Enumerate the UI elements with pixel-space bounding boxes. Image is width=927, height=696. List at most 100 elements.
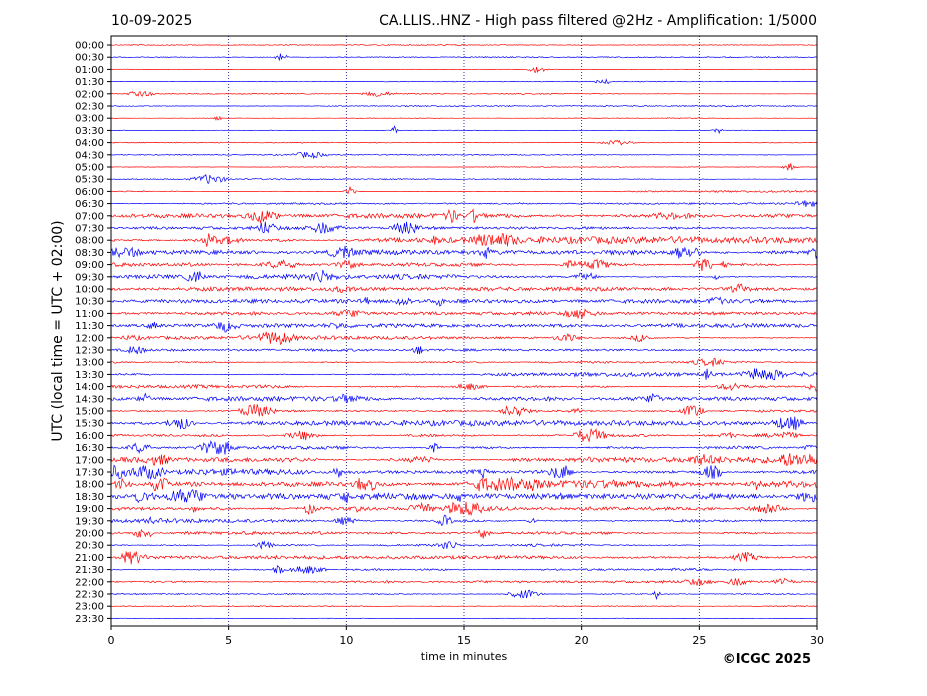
y-tick-label: 22:30 [75, 590, 104, 601]
y-tick-label: 05:30 [75, 175, 104, 186]
trace-0130 [110, 78, 818, 85]
trace-1100 [110, 308, 817, 319]
y-tick-label: 00:30 [75, 53, 104, 64]
trace-0900 [110, 258, 818, 272]
trace-0930 [110, 269, 818, 283]
trace-0000 [110, 43, 818, 46]
y-tick-label: 23:00 [75, 602, 104, 613]
y-tick-label: 10:00 [75, 285, 104, 296]
y-tick-label: 22:00 [75, 577, 104, 588]
y-tick-label: 14:00 [75, 382, 104, 393]
trace-2230 [110, 589, 818, 601]
y-tick-label: 07:00 [75, 211, 104, 222]
trace-1330 [110, 368, 818, 381]
y-tick-label: 19:00 [75, 504, 104, 515]
trace-0100 [111, 66, 818, 74]
trace-0700 [110, 208, 818, 224]
trace-0500 [110, 163, 818, 171]
x-axis: 0 5 10 15 20 25 30 [108, 626, 824, 647]
trace-0200 [110, 91, 818, 97]
trace-0400 [111, 139, 818, 146]
trace-1130 [110, 321, 818, 333]
trace-0330 [110, 125, 818, 135]
y-tick-label: 08:30 [75, 248, 104, 259]
trace-1730 [110, 464, 818, 480]
y-tick-label: 08:00 [75, 236, 104, 247]
y-axis-label: UTC (local time = UTC + 02:00) [50, 220, 66, 441]
y-tick-label: 20:00 [75, 529, 104, 540]
trace-0430 [110, 151, 818, 160]
trace-1600 [110, 427, 818, 443]
y-tick-label: 06:00 [75, 187, 104, 198]
y-tick-label: 11:00 [75, 309, 104, 320]
copyright-label: ©ICGC 2025 [723, 652, 811, 667]
trace-2200 [110, 577, 818, 586]
y-tick-label: 19:30 [75, 516, 104, 527]
y-tick-label: 21:30 [75, 565, 104, 576]
x-tick-label: 15 [457, 634, 471, 647]
y-tick-label: 17:00 [75, 455, 104, 466]
x-tick-label: 10 [339, 634, 353, 647]
date-label: 10-09-2025 [111, 13, 192, 29]
x-tick-label: 25 [692, 634, 706, 647]
x-axis-label: time in minutes [421, 650, 508, 663]
traces-layer [110, 43, 818, 620]
trace-1700 [110, 453, 818, 466]
trace-1630 [110, 440, 818, 455]
y-tick-label: 10:30 [75, 297, 104, 308]
trace-1000 [110, 283, 818, 293]
y-tick-label: 13:00 [75, 358, 104, 369]
y-tick-label: 20:30 [75, 541, 104, 552]
x-tick-label: 5 [225, 634, 232, 647]
y-tick-label: 21:00 [75, 553, 104, 564]
y-tick-label: 18:00 [75, 480, 104, 491]
trace-1400 [110, 382, 818, 392]
trace-2130 [110, 564, 818, 575]
y-tick-label: 23:30 [75, 614, 104, 625]
trace-0530 [110, 173, 818, 184]
trace-2300 [110, 605, 818, 608]
y-tick-label: 14:30 [75, 394, 104, 405]
chart-title: CA.LLIS..HNZ - High pass filtered @2Hz -… [379, 13, 817, 29]
y-tick-label: 12:30 [75, 346, 104, 357]
y-tick-label: 13:30 [75, 370, 104, 381]
trace-1930 [110, 514, 818, 527]
trace-0630 [110, 200, 818, 208]
trace-2000 [110, 528, 818, 539]
y-tick-label: 02:00 [75, 89, 104, 100]
trace-1900 [110, 501, 818, 517]
y-tick-label: 16:00 [75, 431, 104, 442]
trace-0830 [110, 245, 818, 259]
y-tick-label: 07:30 [75, 224, 104, 235]
trace-1300 [110, 357, 818, 367]
plot-frame [110, 35, 818, 627]
y-tick-label: 04:30 [75, 150, 104, 161]
x-tick-label: 20 [575, 634, 589, 647]
trace-1200 [110, 331, 818, 345]
y-tick-label: 01:30 [75, 77, 104, 88]
trace-1430 [110, 392, 818, 404]
x-tick-label: 30 [810, 634, 824, 647]
y-tick-label: 00:00 [75, 41, 104, 52]
y-tick-label: 01:00 [75, 65, 104, 76]
trace-1830 [110, 488, 818, 504]
y-tick-label: 11:30 [75, 321, 104, 332]
trace-1230 [110, 345, 818, 355]
y-tick-label: 03:00 [75, 114, 104, 125]
y-tick-label: 15:30 [75, 419, 104, 430]
y-tick-label: 09:30 [75, 272, 104, 283]
trace-0800 [110, 233, 818, 247]
y-tick-label: 04:00 [75, 138, 104, 149]
y-tick-label: 15:00 [75, 407, 104, 418]
y-tick-label: 05:00 [75, 163, 104, 174]
y-tick-label: 16:30 [75, 443, 104, 454]
y-tick-label: 02:30 [75, 102, 104, 113]
trace-1530 [110, 416, 818, 431]
grid-layer [228, 36, 700, 626]
y-tick-label: 09:00 [75, 260, 104, 271]
trace-0600 [110, 185, 818, 195]
trace-1800 [110, 475, 818, 492]
trace-2030 [110, 540, 818, 550]
